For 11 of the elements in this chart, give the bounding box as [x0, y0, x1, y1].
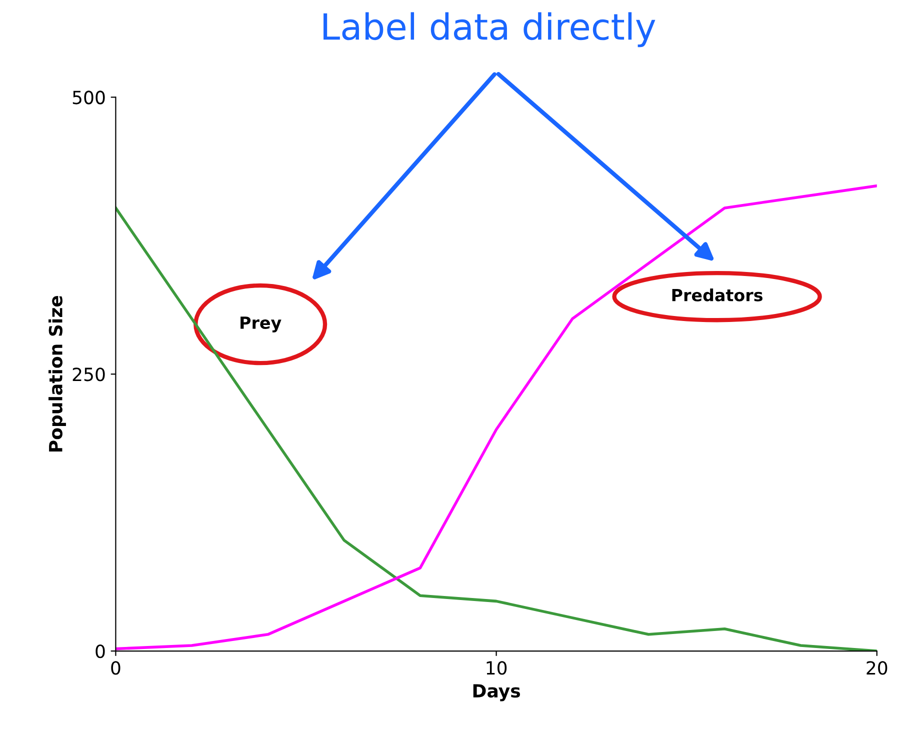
x-tick-label: 10	[486, 661, 507, 675]
series-label: Prey	[240, 316, 282, 332]
y-tick-label: 0	[96, 644, 105, 658]
x-tick-label: 20	[866, 661, 888, 675]
y-tick-label: 500	[72, 90, 105, 104]
x-axis-title: Days	[473, 684, 520, 702]
text: Predators	[672, 288, 762, 302]
chart-title: Label data directly	[324, 12, 656, 48]
x-tick-label: 0	[111, 661, 120, 675]
y-axis-title: Population Size	[48, 296, 66, 452]
y-tick-label: 250	[72, 368, 105, 382]
